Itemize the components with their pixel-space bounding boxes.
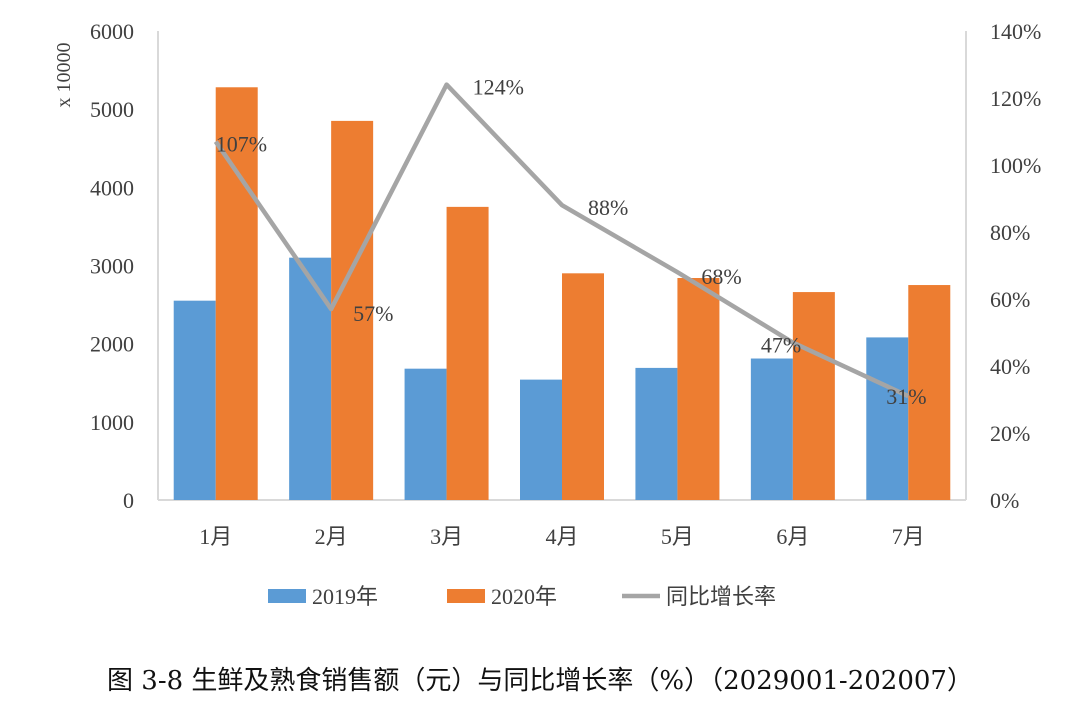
x-tick-label: 2月 (315, 524, 348, 549)
right-tick-label: 140% (990, 19, 1041, 44)
x-tick-label: 7月 (892, 524, 925, 549)
bar-2020 (908, 285, 951, 500)
growth-data-label: 107% (216, 132, 267, 157)
right-tick-label: 80% (990, 220, 1030, 245)
growth-data-label: 68% (701, 264, 741, 289)
legend-swatch (268, 589, 306, 603)
bar-2019 (635, 367, 678, 500)
growth-data-label: 47% (761, 333, 801, 358)
growth-rate-line (213, 82, 910, 399)
growth-data-label: 88% (588, 195, 628, 220)
legend-label: 同比增长率 (666, 584, 776, 609)
growth-data-label: 57% (353, 301, 393, 326)
right-tick-label: 40% (990, 354, 1030, 379)
bar-2019 (404, 368, 447, 500)
legend-swatch (447, 589, 485, 603)
right-tick-label: 20% (990, 421, 1030, 446)
growth-data-label: 31% (886, 384, 926, 409)
legend-label: 2020年 (491, 584, 557, 609)
bar-2020 (215, 87, 258, 500)
bar-2020 (677, 278, 720, 500)
left-tick-label: 1000 (90, 410, 134, 435)
left-tick-label: 4000 (90, 175, 134, 200)
right-tick-label: 0% (990, 488, 1019, 513)
left-tick-label: 0 (123, 488, 134, 513)
bar-2020 (331, 120, 374, 501)
x-tick-label: 3月 (430, 524, 463, 549)
left-tick-label: 2000 (90, 332, 134, 357)
x-tick-label: 1月 (199, 524, 232, 549)
x-tick-label: 6月 (776, 524, 809, 549)
growth-line (213, 82, 910, 399)
legend: 2019年 2020年 同比增长率 (268, 584, 776, 609)
bar-2019 (866, 337, 909, 500)
data-labels: 107% 57% 124% 88% 68% 47% 31% (216, 75, 927, 410)
axes: 0 1000 2000 3000 4000 5000 6000 x 10000 0% 20% 40%… (53, 19, 1041, 549)
right-tick-label: 100% (990, 153, 1041, 178)
left-tick-label: 6000 (90, 19, 134, 44)
bars (173, 87, 951, 501)
bar-2019 (750, 358, 793, 500)
bar-2020 (792, 292, 835, 500)
left-tick-label: 5000 (90, 97, 134, 122)
growth-data-label: 124% (473, 75, 524, 100)
x-tick-label: 4月 (545, 524, 578, 549)
combo-chart: 0 1000 2000 3000 4000 5000 6000 x 10000 0% 20% 40%… (53, 19, 1041, 609)
bar-2019 (520, 379, 562, 500)
bar-2020 (562, 273, 604, 500)
right-tick-label: 120% (990, 86, 1041, 111)
legend-label: 2019年 (312, 584, 378, 609)
x-tick-label: 5月 (661, 524, 694, 549)
bar-2019 (173, 300, 216, 500)
bar-2020 (446, 206, 489, 500)
left-tick-label: 3000 (90, 254, 134, 279)
left-axis-unit-label: x 10000 (53, 43, 75, 108)
right-tick-label: 60% (990, 287, 1030, 312)
figure-caption: 图 3-8 生鲜及熟食销售额（元）与同比增长率（%）（2029001-20200… (107, 666, 973, 696)
bar-2019 (289, 257, 332, 500)
